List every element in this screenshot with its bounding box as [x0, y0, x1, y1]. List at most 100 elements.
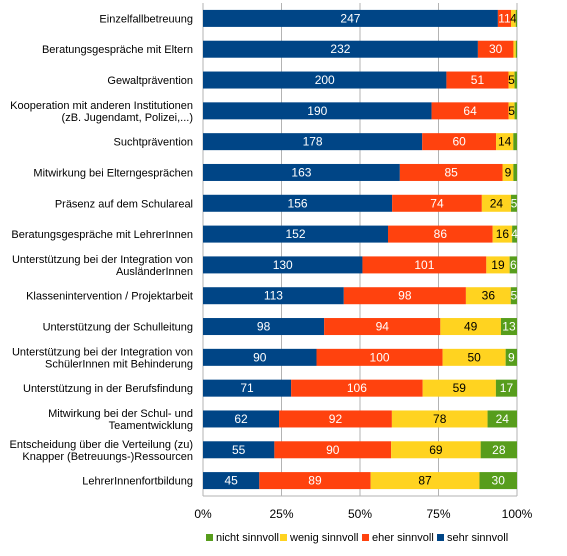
category-label: Unterstützung bei der Integration von Sch… — [12, 346, 193, 370]
category-label: Präsenz auf dem Schulareal — [55, 198, 193, 210]
legend-label: nicht sinnvoll — [216, 532, 279, 544]
bar-segment — [481, 194, 511, 212]
category-label: Beratungsgespräche mit Eltern — [42, 44, 193, 56]
data-label: 64 — [463, 104, 477, 118]
data-label: 59 — [453, 381, 467, 395]
category-label: Unterstützung in der Berufsfindung — [23, 383, 193, 395]
bar-segment — [203, 441, 275, 459]
bar-segment — [392, 194, 482, 212]
bar-segment — [440, 318, 501, 336]
data-label: 86 — [434, 227, 448, 241]
bar-segment — [477, 40, 514, 58]
bar-segment — [510, 287, 517, 305]
category-label: Klassenintervention / Projektarbeit — [26, 291, 193, 303]
data-label: 30 — [492, 474, 506, 488]
bar-segment — [509, 256, 517, 274]
category-label: LehrerInnenfortbildung — [82, 476, 193, 488]
data-label: 69 — [429, 443, 443, 457]
data-label: 60 — [452, 135, 466, 149]
category-label: Unterstützung bei der Integration von Aus… — [12, 254, 193, 278]
data-label: 5 — [508, 73, 515, 87]
bar-segment — [274, 441, 392, 459]
bar-segment — [203, 472, 260, 490]
data-label: 152 — [285, 227, 305, 241]
data-label: 74 — [430, 196, 444, 210]
bar-segment — [515, 9, 517, 27]
bar-segment — [203, 379, 292, 397]
data-label: 16 — [496, 227, 510, 241]
data-label: 113 — [264, 289, 283, 303]
bar-segment — [505, 348, 517, 366]
bar-segment — [508, 71, 515, 89]
bar-segment — [496, 133, 514, 151]
bar-segment — [442, 348, 506, 366]
legend-swatch — [280, 534, 287, 541]
bar-segment — [502, 163, 514, 181]
category-label: Unterstützung der Schulleitung — [43, 322, 193, 334]
bar-segment — [387, 225, 493, 243]
bar-segment — [203, 287, 344, 305]
category-label: Einzelfallbetreuung — [99, 13, 193, 25]
bar-segment — [343, 287, 466, 305]
data-label: 24 — [490, 196, 504, 210]
bar-segment — [500, 318, 517, 336]
bar-segment — [391, 410, 488, 428]
bar-segment — [515, 40, 517, 58]
data-label: 100 — [370, 350, 390, 364]
data-label: 163 — [291, 165, 311, 179]
data-label: 156 — [288, 196, 308, 210]
data-label: 90 — [253, 350, 267, 364]
data-label: 30 — [489, 42, 503, 56]
data-label: 4 — [511, 227, 518, 241]
bar-segment — [203, 318, 325, 336]
data-label: 190 — [307, 104, 327, 118]
category-label: Beratungsgespräche mit LehrerInnen — [11, 229, 193, 241]
bar-segment — [514, 102, 517, 120]
bar-segment — [514, 71, 517, 89]
bar-segment — [370, 472, 480, 490]
data-label: 98 — [398, 289, 412, 303]
data-label: 98 — [257, 320, 271, 334]
x-tick-label: 25% — [269, 507, 293, 521]
category-label: Mitwirkung bei der Schul- und Teamentwick… — [48, 408, 193, 432]
bar-segment — [495, 379, 517, 397]
bar-segment — [486, 256, 510, 274]
data-label: 51 — [471, 73, 485, 87]
bar-segment — [492, 225, 513, 243]
data-label: 14 — [498, 135, 512, 149]
data-label: 247 — [340, 11, 360, 25]
legend-label: sehr sinnvoll — [447, 532, 508, 544]
data-label: 85 — [445, 165, 459, 179]
bar-segment — [203, 71, 447, 89]
data-label: 130 — [273, 258, 293, 272]
bar-segment — [399, 163, 503, 181]
bar-segment — [487, 410, 517, 428]
category-label: Gewaltprävention — [107, 75, 193, 87]
data-label: 6 — [510, 258, 517, 272]
bar-segment — [203, 40, 478, 58]
data-label: 200 — [315, 73, 335, 87]
category-label: Suchtprävention — [114, 137, 194, 149]
bar-segment — [431, 102, 509, 120]
bar-segment — [203, 9, 498, 27]
data-label: 28 — [492, 443, 506, 457]
x-tick-label: 100% — [502, 507, 533, 521]
bar-segment — [203, 194, 393, 212]
data-label: 71 — [240, 381, 254, 395]
bar-segment — [203, 410, 280, 428]
data-label: 5 — [508, 104, 515, 118]
x-tick-label: 0% — [194, 507, 212, 521]
bar-segment — [479, 472, 517, 490]
bar-segment — [203, 163, 400, 181]
data-label: 50 — [467, 350, 481, 364]
bar-segment — [510, 194, 517, 212]
bar-segment — [480, 441, 517, 459]
data-label: 17 — [500, 381, 514, 395]
data-label: 62 — [234, 412, 248, 426]
legend-swatch — [206, 534, 213, 541]
bar-segment — [465, 287, 511, 305]
bar-segment — [513, 40, 516, 58]
bar-segment — [291, 379, 423, 397]
data-label: 78 — [433, 412, 447, 426]
